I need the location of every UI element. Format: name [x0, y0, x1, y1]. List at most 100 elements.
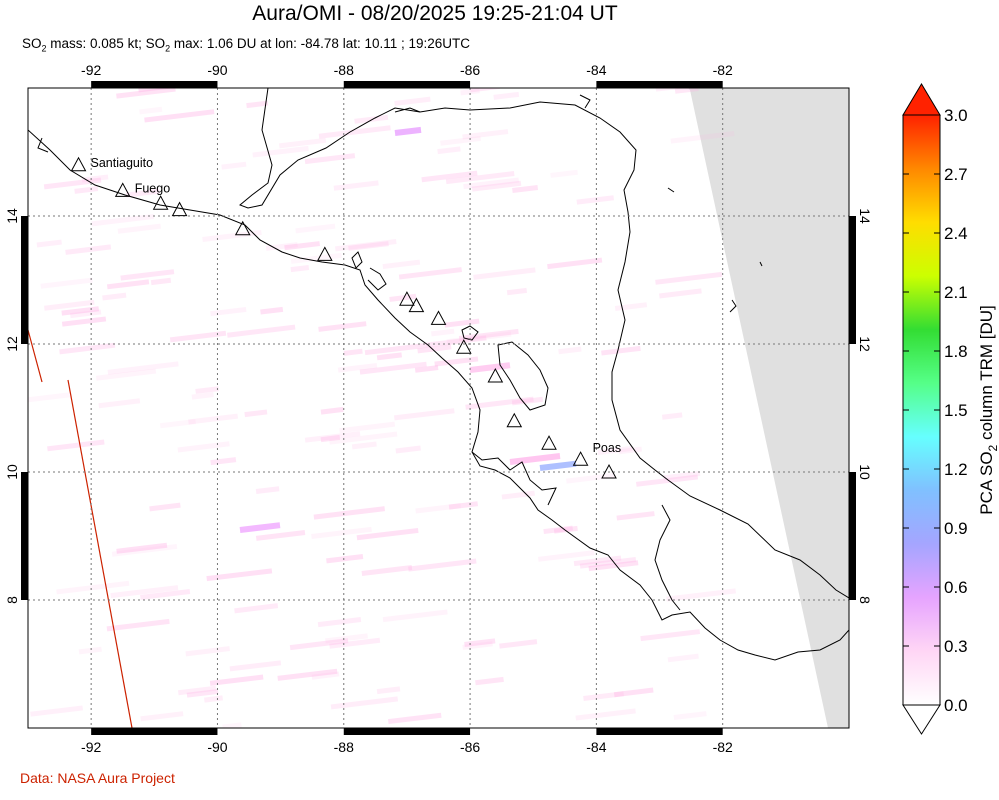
so2-streak [333, 180, 379, 191]
no-data-region [688, 88, 849, 728]
so2-streak [290, 252, 342, 264]
so2-streak [252, 145, 309, 158]
so2-streak [558, 346, 582, 355]
so2-streak [102, 292, 127, 301]
so2-streak [493, 91, 520, 100]
so2-streak [674, 88, 699, 94]
so2-streak [445, 171, 515, 185]
volcano-triangle [506, 412, 523, 428]
so2-streak [111, 543, 178, 557]
so2-streak [116, 542, 168, 554]
so2-streak [284, 241, 320, 251]
colorbar-title: PCA SO2 column TRM [DU] [977, 305, 999, 515]
so2-streak [317, 616, 362, 628]
so2-streak [330, 696, 399, 710]
so2-streak [185, 646, 230, 657]
so2-streak [613, 687, 654, 698]
so2-streak [364, 342, 428, 356]
so2-streak [159, 419, 196, 429]
so2-streak [188, 413, 239, 425]
colorbar-tick-label: 3.0 [944, 106, 968, 125]
coastline-panama-gulf [654, 504, 681, 611]
so2-streak-strong [394, 126, 422, 136]
lon-tick-label-bottom: -92 [81, 739, 101, 755]
so2-streak [614, 302, 648, 311]
map-background [28, 88, 849, 728]
so2-streak [511, 396, 544, 406]
so2-streak [222, 722, 242, 728]
so2-streak [210, 306, 247, 317]
lon-tick-label-top: -90 [207, 62, 227, 78]
so2-streak [260, 306, 284, 315]
so2-streak [255, 486, 280, 494]
so2-streak [47, 439, 105, 452]
coastline-nicoya [471, 451, 557, 506]
lat-tick-label-left: 8 [4, 596, 20, 604]
so2-streak [295, 223, 336, 234]
so2-streak [663, 471, 701, 481]
volcano-triangle [601, 463, 617, 479]
volcano-triangle [399, 291, 415, 306]
volcano-triangle [234, 220, 251, 236]
so2-streak [202, 229, 262, 242]
so2-streak [415, 503, 461, 514]
volcano-triangle [171, 201, 188, 217]
so2-streak [318, 125, 391, 139]
colorbar-tick-label: 2.4 [944, 224, 968, 243]
so2-streak [206, 568, 273, 582]
so2-streak [597, 445, 633, 455]
colorbar-tick-label: 2.1 [944, 283, 968, 302]
volcano-triangle [541, 435, 557, 450]
volcano-triangle [70, 156, 87, 172]
so2-streak [244, 409, 268, 418]
lon-tick-label-top: -82 [713, 62, 733, 78]
so2-streak [475, 676, 504, 686]
so2-streak [417, 344, 452, 354]
so2-streak [149, 502, 181, 512]
so2-streak [277, 668, 338, 681]
so2-streak [186, 688, 219, 698]
so2-streak [329, 431, 398, 445]
so2-streak [550, 169, 578, 178]
so2-streak [140, 711, 184, 722]
so2-streak-strong [469, 362, 511, 373]
lon-tick-label-bottom: -82 [713, 739, 733, 755]
so2-streak [359, 361, 427, 375]
so2-swath-streaks [28, 88, 736, 728]
frame-bar-top [596, 81, 723, 88]
so2-streak [335, 239, 397, 252]
island-swan [667, 187, 675, 193]
map-title: Aura/OMI - 08/20/2025 19:25-21:04 UT [252, 2, 618, 25]
volcano-label: Poas [593, 441, 622, 455]
so2-streak [290, 265, 310, 273]
frame-bar-bottom [596, 728, 723, 735]
frame-bar-right [849, 216, 856, 344]
volcano-triangle [455, 339, 472, 354]
frame-bar-bottom [343, 728, 471, 735]
so2-streak [95, 368, 157, 381]
so2-streak [191, 392, 214, 400]
so2-streak [361, 564, 413, 576]
so2-streak [43, 177, 102, 190]
lake-yojoa [351, 251, 363, 269]
lon-tick-label-top: -84 [586, 62, 606, 78]
so2-streak [265, 242, 298, 251]
lat-tick-label-left: 14 [4, 208, 20, 224]
volcano-triangle [408, 297, 425, 313]
so2-streak [28, 392, 72, 403]
so2-streak [635, 474, 699, 487]
so2-streak [110, 585, 179, 599]
lat-tick-label-right: 8 [857, 596, 873, 604]
so2-streak [471, 180, 522, 192]
so2-streak [463, 177, 520, 190]
lat-tick-label-left: 12 [4, 336, 20, 352]
map-subtitle: SO2 mass: 0.085 kt; SO2 max: 1.06 DU at … [22, 36, 471, 54]
so2-streak [440, 135, 481, 146]
so2-streak [209, 674, 264, 686]
so2-streak [221, 161, 247, 170]
lon-tick-label-bottom: -90 [207, 739, 227, 755]
so2-streak [36, 239, 62, 248]
lon-tick-label-top: -86 [460, 62, 480, 78]
so2-streak [437, 146, 461, 155]
so2-streak [573, 555, 622, 567]
